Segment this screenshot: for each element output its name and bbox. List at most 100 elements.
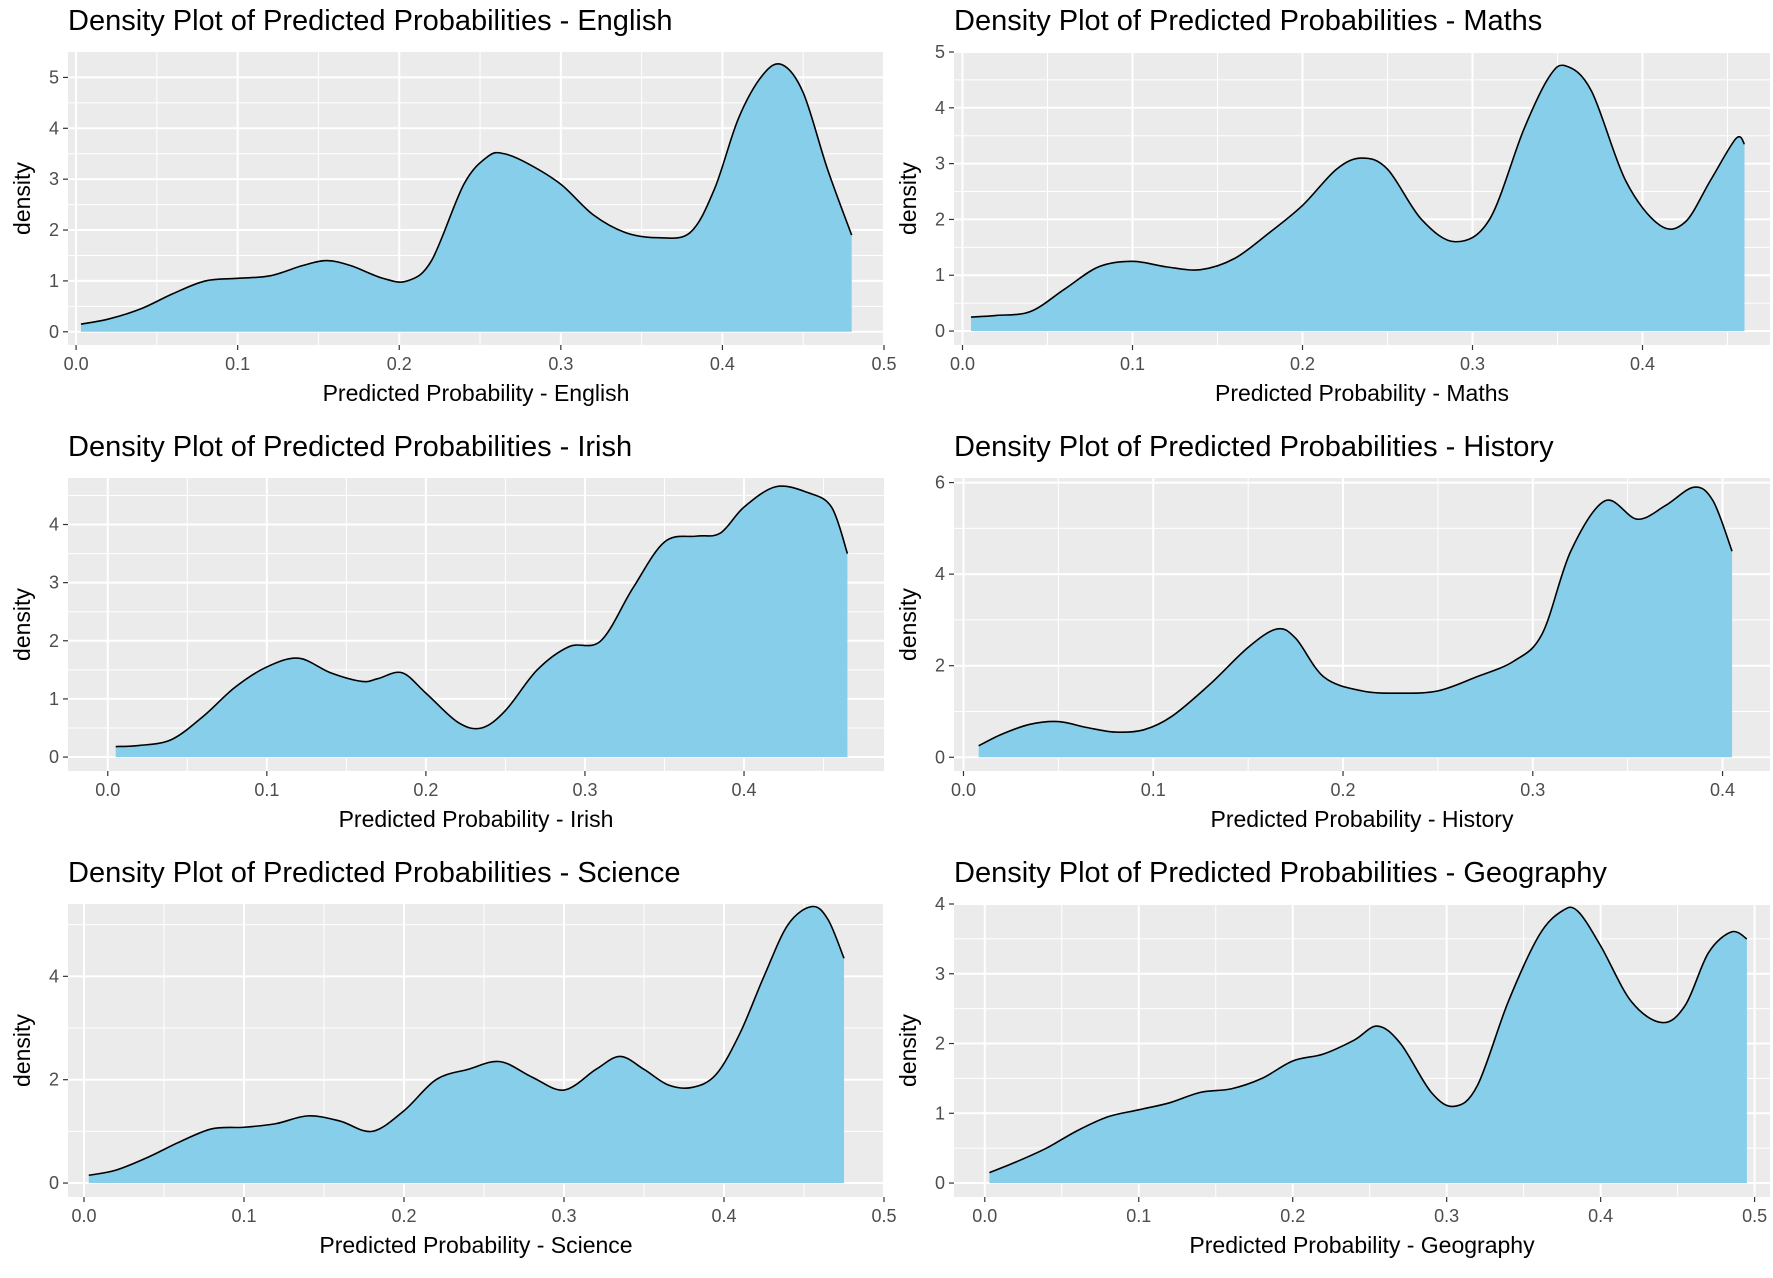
x-tick-label: 0.1	[254, 780, 279, 800]
x-tick-label: 0.0	[71, 1206, 96, 1226]
x-tick-label: 0.5	[1742, 1206, 1767, 1226]
y-tick-label: 0	[49, 747, 59, 767]
y-tick-label: 2	[935, 209, 945, 229]
y-axis-label: density	[895, 1014, 921, 1087]
density-chart: 0.0 0.1 0.2 0.3 0.4 0.5 0 1 2 3 4 Density Plot of P…	[895, 857, 1770, 1258]
x-tick-label: 0.4	[1710, 780, 1735, 800]
density-panel: 0.0 0.1 0.2 0.3 0.4 0 1 2 3 4 Density Plot of Pred…	[0, 426, 886, 852]
y-tick-label: 3	[935, 964, 945, 984]
y-tick-label: 4	[935, 564, 945, 584]
x-axis-label: Predicted Probability - Maths	[1215, 380, 1509, 406]
x-tick-label: 0.4	[710, 354, 735, 374]
x-axis-label: Predicted Probability - Geography	[1189, 1232, 1535, 1258]
y-axis-label: density	[895, 588, 921, 661]
x-tick-label: 0.0	[951, 780, 976, 800]
x-tick-label: 0.2	[1290, 354, 1315, 374]
x-tick-label: 0.1	[231, 1206, 256, 1226]
y-tick-label: 2	[935, 656, 945, 676]
y-tick-label: 3	[49, 573, 59, 593]
density-area	[989, 907, 1747, 1184]
x-axis-label: Predicted Probability - Irish	[339, 806, 614, 832]
chart-title: Density Plot of Predicted Probabilities …	[68, 5, 672, 37]
y-tick-label: 6	[935, 473, 945, 493]
x-axis-label: Predicted Probability - English	[323, 380, 630, 406]
y-tick-label: 2	[49, 1070, 59, 1090]
y-tick-label: 4	[49, 515, 59, 535]
density-chart: 0.0 0.1 0.2 0.3 0.4 0 1 2 3 4 Density Plot of Pred…	[9, 431, 884, 832]
density-chart: 0.0 0.1 0.2 0.3 0.4 0.5 0 1 2 3 4 5 Density Plot of …	[9, 5, 897, 406]
x-tick-label: 0.2	[387, 354, 412, 374]
density-line	[978, 486, 1733, 747]
x-tick-label: 0.3	[1520, 780, 1545, 800]
y-tick-label: 1	[935, 1103, 945, 1123]
chart-title: Density Plot of Predicted Probabilities …	[68, 857, 681, 889]
x-tick-label: 0.4	[711, 1206, 736, 1226]
x-tick-label: 0.0	[972, 1206, 997, 1226]
x-axis-label: Predicted Probability - History	[1211, 806, 1514, 832]
chart-title: Density Plot of Predicted Probabilities …	[954, 5, 1542, 37]
x-tick-label: 0.3	[572, 780, 597, 800]
x-tick-label: 0.0	[950, 354, 975, 374]
x-tick-label: 0.5	[871, 1206, 896, 1226]
y-tick-label: 1	[935, 265, 945, 285]
x-tick-label: 0.3	[1460, 354, 1485, 374]
x-tick-label: 0.1	[1120, 354, 1145, 374]
x-tick-label: 0.2	[413, 780, 438, 800]
x-tick-label: 0.0	[64, 354, 89, 374]
density-panel: 0.0 0.1 0.2 0.3 0.4 0 1 2 3 4 5 Density Plot of Pre…	[886, 0, 1772, 426]
x-tick-label: 0.2	[1280, 1206, 1305, 1226]
y-tick-label: 4	[935, 98, 945, 118]
y-axis-label: density	[9, 162, 35, 235]
y-tick-label: 4	[935, 894, 945, 914]
x-tick-label: 0.1	[1126, 1206, 1151, 1226]
y-tick-label: 3	[49, 169, 59, 189]
x-tick-label: 0.1	[225, 354, 250, 374]
y-tick-label: 0	[49, 322, 59, 342]
density-area	[978, 487, 1733, 758]
density-area	[115, 486, 848, 758]
density-chart: 0.0 0.1 0.2 0.3 0.4 0.5 0 2 4 Density Plot of Pre…	[9, 857, 897, 1258]
y-tick-label: 4	[49, 118, 59, 138]
density-area	[88, 906, 845, 1184]
y-axis-label: density	[895, 162, 921, 235]
y-tick-label: 2	[49, 220, 59, 240]
x-tick-label: 0.3	[1434, 1206, 1459, 1226]
density-line	[989, 906, 1748, 1174]
x-tick-label: 0.4	[1588, 1206, 1613, 1226]
y-axis-label: density	[9, 1014, 35, 1087]
density-line	[88, 905, 845, 1177]
y-tick-label: 0	[935, 321, 945, 341]
density-chart: 0.0 0.1 0.2 0.3 0.4 0 2 4 6 Density Plot of Predi…	[895, 431, 1770, 832]
y-tick-label: 2	[49, 631, 59, 651]
x-tick-label: 0.5	[871, 354, 896, 374]
x-tick-label: 0.2	[1331, 780, 1356, 800]
chart-title: Density Plot of Predicted Probabilities …	[954, 431, 1554, 463]
density-line	[115, 485, 849, 748]
y-axis-label: density	[9, 588, 35, 661]
x-axis-label: Predicted Probability - Science	[319, 1232, 632, 1258]
x-tick-label: 0.2	[391, 1206, 416, 1226]
y-tick-label: 0	[49, 1173, 59, 1193]
y-tick-label: 1	[49, 689, 59, 709]
density-panel: 0.0 0.1 0.2 0.3 0.4 0.5 0 2 4 Density Plot of Pre…	[0, 852, 897, 1278]
y-tick-label: 0	[935, 747, 945, 767]
y-tick-label: 3	[935, 154, 945, 174]
y-tick-label: 2	[935, 1034, 945, 1054]
chart-title: Density Plot of Predicted Probabilities …	[68, 431, 632, 463]
density-area	[80, 63, 852, 332]
x-tick-label: 0.3	[548, 354, 573, 374]
x-tick-label: 0.1	[1141, 780, 1166, 800]
y-tick-label: 1	[49, 271, 59, 291]
x-tick-label: 0.4	[732, 780, 757, 800]
y-tick-label: 5	[935, 42, 945, 62]
x-tick-label: 0.3	[551, 1206, 576, 1226]
density-panel: 0.0 0.1 0.2 0.3 0.4 0 2 4 6 Density Plot of Predi…	[886, 426, 1772, 852]
density-panel: 0.0 0.1 0.2 0.3 0.4 0.5 0 1 2 3 4 5 Density Plot of …	[0, 0, 897, 426]
y-tick-label: 5	[49, 67, 59, 87]
y-tick-label: 0	[935, 1173, 945, 1193]
x-tick-label: 0.4	[1630, 354, 1655, 374]
density-line	[80, 63, 853, 325]
y-tick-label: 4	[49, 966, 59, 986]
chart-title: Density Plot of Predicted Probabilities …	[954, 857, 1607, 889]
